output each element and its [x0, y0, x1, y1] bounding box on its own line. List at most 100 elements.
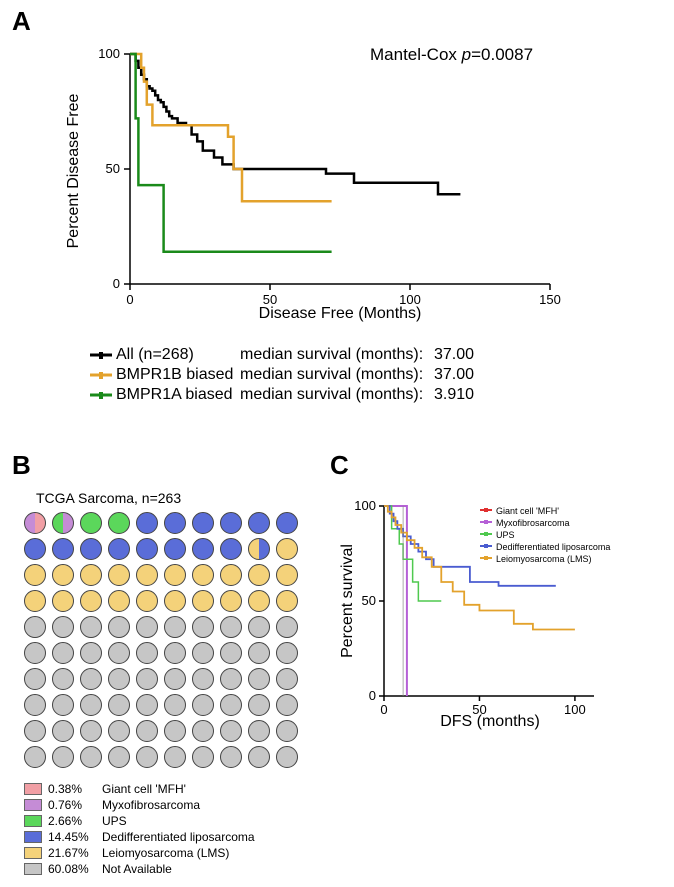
dot	[136, 512, 158, 534]
dot	[136, 590, 158, 612]
dot	[220, 668, 242, 690]
dot	[24, 746, 46, 768]
dot	[108, 564, 130, 586]
dot	[192, 590, 214, 612]
dot	[24, 564, 46, 586]
legend-b-row: 0.38%Giant cell 'MFH'	[24, 782, 255, 796]
dot	[80, 616, 102, 638]
dot	[52, 642, 74, 664]
legend-b-swatch	[24, 847, 42, 859]
legend-b-swatch	[24, 815, 42, 827]
svg-text:0: 0	[380, 702, 387, 717]
dot	[192, 720, 214, 742]
dot	[80, 720, 102, 742]
dot	[108, 538, 130, 560]
legend-b-pct: 60.08%	[48, 862, 96, 876]
dot	[24, 720, 46, 742]
dot	[248, 512, 270, 534]
svg-text:UPS: UPS	[496, 530, 515, 540]
dot	[192, 538, 214, 560]
legend-b-label: Leiomyosarcoma (LMS)	[102, 846, 229, 860]
dot	[248, 564, 270, 586]
legend-b-label: UPS	[102, 814, 127, 828]
dot	[164, 512, 186, 534]
legend-b-swatch	[24, 831, 42, 843]
dot	[192, 564, 214, 586]
dot	[80, 746, 102, 768]
dot	[108, 668, 130, 690]
dot	[52, 616, 74, 638]
legend-swatch-all	[90, 348, 112, 362]
legend-all-medlabel: median survival (months):	[240, 346, 430, 364]
legend-b-swatch	[24, 799, 42, 811]
dot	[108, 642, 130, 664]
dot	[164, 564, 186, 586]
dot	[52, 720, 74, 742]
dot	[24, 616, 46, 638]
dot	[248, 668, 270, 690]
dot	[164, 642, 186, 664]
dot	[248, 746, 270, 768]
dot	[24, 538, 46, 560]
svg-text:0: 0	[126, 292, 133, 307]
dot	[80, 512, 102, 534]
dot	[248, 590, 270, 612]
panel-a-stat: Mantel-Cox p=0.0087	[370, 45, 533, 64]
dot	[24, 694, 46, 716]
legend-1b-med: 37.00	[434, 366, 484, 384]
dot	[192, 694, 214, 716]
dot	[164, 668, 186, 690]
legend-1a-name: BMPR1A biased	[116, 386, 236, 404]
dot	[108, 590, 130, 612]
dot	[220, 512, 242, 534]
dot	[52, 512, 74, 534]
dot	[136, 564, 158, 586]
dot	[276, 668, 298, 690]
dot	[276, 720, 298, 742]
legend-all-name: All (n=268)	[116, 346, 236, 364]
svg-text:100: 100	[354, 498, 376, 513]
dot	[164, 538, 186, 560]
panel-a-legend: All (n=268) median survival (months): 37…	[90, 346, 484, 404]
legend-b-swatch	[24, 863, 42, 875]
dot	[108, 746, 130, 768]
svg-text:0: 0	[113, 276, 120, 291]
legend-all-med: 37.00	[434, 346, 484, 364]
legend-b-label: Not Available	[102, 862, 172, 876]
dot	[24, 642, 46, 664]
svg-text:0: 0	[369, 688, 376, 703]
dot	[80, 642, 102, 664]
panel-c-label: C	[330, 450, 349, 481]
dot	[24, 512, 46, 534]
legend-1a-medlabel: median survival (months):	[240, 386, 430, 404]
dot	[192, 668, 214, 690]
panel-c-ylabel: Percent survival	[340, 544, 356, 658]
dot	[136, 538, 158, 560]
dot	[80, 590, 102, 612]
dot	[24, 590, 46, 612]
dot	[220, 564, 242, 586]
svg-text:50: 50	[362, 593, 376, 608]
dot	[136, 668, 158, 690]
dot	[276, 694, 298, 716]
dot	[276, 616, 298, 638]
legend-swatch-1a	[90, 388, 112, 402]
dot	[164, 720, 186, 742]
dot	[164, 616, 186, 638]
dot	[52, 538, 74, 560]
svg-text:100: 100	[564, 702, 586, 717]
dot	[80, 694, 102, 716]
panel-b-legend: 0.38%Giant cell 'MFH'0.76%Myxofibrosarco…	[24, 782, 255, 876]
dot	[220, 694, 242, 716]
dot	[80, 538, 102, 560]
legend-b-pct: 0.38%	[48, 782, 96, 796]
svg-text:Giant cell 'MFH': Giant cell 'MFH'	[496, 506, 559, 516]
dot	[192, 642, 214, 664]
legend-1b-medlabel: median survival (months):	[240, 366, 430, 384]
dot	[248, 616, 270, 638]
svg-text:Myxofibrosarcoma: Myxofibrosarcoma	[496, 518, 570, 528]
panel-a-ylabel: Percent Disease Free	[65, 94, 82, 249]
dot	[136, 616, 158, 638]
svg-text:Dedifferentiated liposarcoma: Dedifferentiated liposarcoma	[496, 542, 610, 552]
dot	[220, 642, 242, 664]
